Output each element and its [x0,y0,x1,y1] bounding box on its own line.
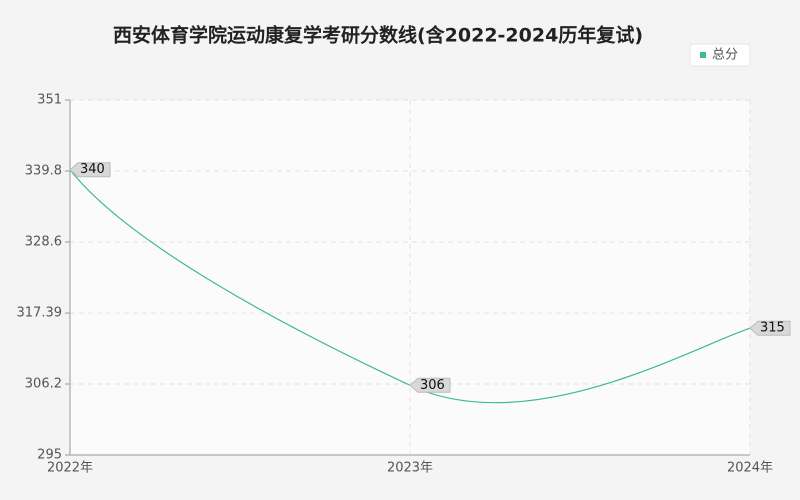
legend-box [689,43,751,67]
x-tick-label: 2022年 [47,461,93,476]
data-label: 315 [760,321,785,336]
y-tick-label: 339.8 [25,164,62,179]
x-tick-label: 2023年 [387,461,433,476]
y-tick-label: 328.6 [25,235,62,250]
x-tick-label: 2024年 [727,461,773,476]
y-tick-label: 351 [37,93,62,108]
y-tick-label: 306.2 [25,377,62,392]
data-label-bg [409,377,451,393]
data-label: 340 [80,162,105,177]
plot-area [70,100,750,455]
y-tick-label: 295 [37,448,62,463]
legend-label: 总分 [712,48,738,63]
chart-title: 西安体育学院运动康复学考研分数线(含2022-2024历年复试) [113,24,643,47]
legend-swatch [700,52,706,58]
data-label-bg [69,162,111,178]
y-tick-label: 317.39 [17,306,63,321]
data-label: 306 [420,378,445,393]
data-label-bg [749,320,791,336]
